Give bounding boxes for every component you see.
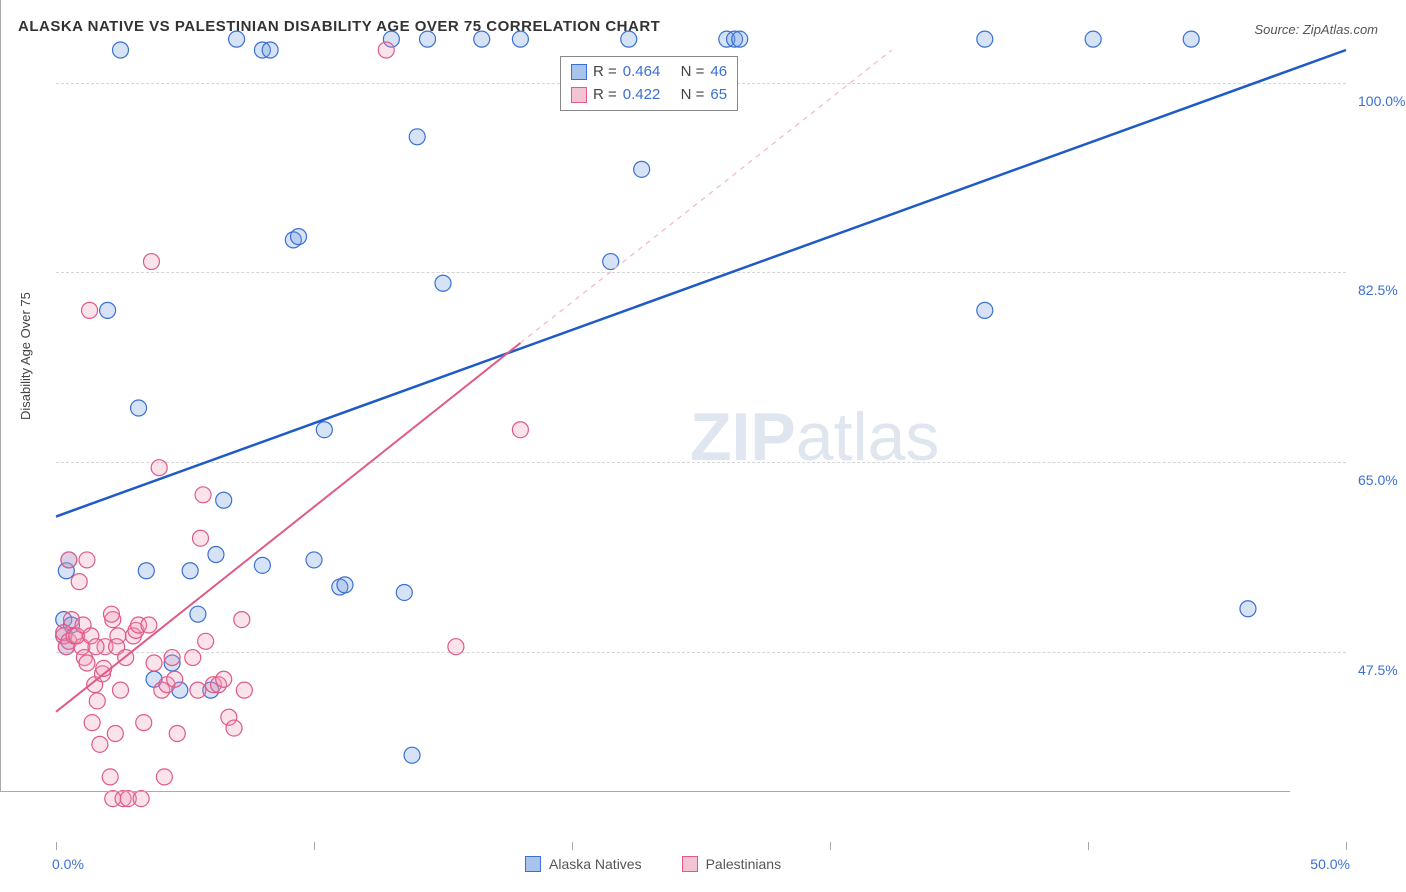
n-label: N = — [681, 61, 705, 84]
r-label: R = — [593, 84, 617, 107]
legend-swatch-icon — [525, 856, 541, 872]
legend-label: Palestinians — [706, 856, 782, 872]
n-value: 65 — [710, 84, 727, 107]
x-tick-mark — [1346, 842, 1347, 850]
plot-axes — [0, 0, 1290, 792]
legend-label: Alaska Natives — [549, 856, 642, 872]
y-tick-label: 100.0% — [1358, 93, 1405, 109]
legend-bottom: Alaska Natives Palestinians — [525, 856, 781, 872]
y-tick-label: 65.0% — [1358, 472, 1398, 488]
x-tick-mark — [1088, 842, 1089, 850]
legend-swatch-icon — [682, 856, 698, 872]
x-tick-mark — [830, 842, 831, 850]
x-tick-label: 0.0% — [52, 856, 84, 872]
x-tick-label: 50.0% — [1310, 856, 1350, 872]
r-value: 0.422 — [623, 84, 661, 107]
r-label: R = — [593, 61, 617, 84]
stats-box: R = 0.464 N =46 R = 0.422 N =65 — [560, 56, 738, 111]
stats-row: R = 0.422 N =65 — [571, 84, 727, 107]
data-point — [133, 791, 149, 807]
x-tick-mark — [314, 842, 315, 850]
legend-item: Alaska Natives — [525, 856, 642, 872]
y-tick-label: 47.5% — [1358, 662, 1398, 678]
legend-swatch-icon — [571, 87, 587, 103]
x-tick-mark — [572, 842, 573, 850]
y-tick-label: 82.5% — [1358, 282, 1398, 298]
n-value: 46 — [710, 61, 727, 84]
legend-swatch-icon — [571, 64, 587, 80]
n-label: N = — [681, 84, 705, 107]
r-value: 0.464 — [623, 61, 661, 84]
x-tick-mark — [56, 842, 57, 850]
stats-row: R = 0.464 N =46 — [571, 61, 727, 84]
legend-item: Palestinians — [682, 856, 782, 872]
